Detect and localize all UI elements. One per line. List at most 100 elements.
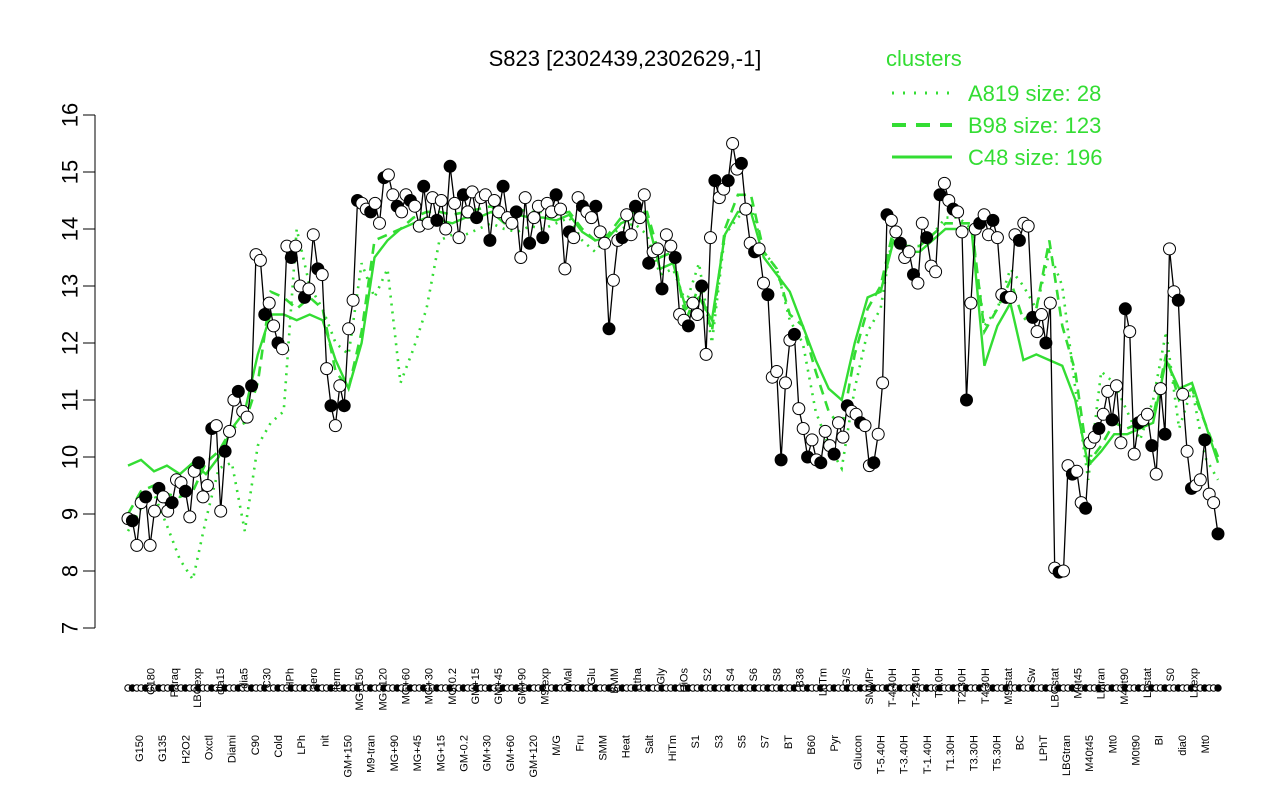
x-tick-label: Salt — [644, 735, 656, 754]
data-point — [889, 225, 903, 239]
data-point — [986, 213, 1000, 227]
x-tick-label: MG+30 — [424, 668, 436, 704]
data-point — [165, 496, 179, 510]
x-tick-label: GM+90 — [516, 668, 528, 704]
x-tick-label: S1 — [690, 735, 702, 748]
data-point — [1127, 447, 1141, 461]
x-tick-label: T4.30H — [980, 668, 992, 704]
x-tick-label: Mal — [563, 668, 575, 686]
data-point — [792, 402, 806, 416]
x-tick-label: Mt0 — [1107, 735, 1119, 753]
data-point — [1118, 302, 1132, 316]
data-point — [699, 347, 713, 361]
data-point — [289, 239, 303, 253]
x-tick-label: HiTm — [667, 735, 679, 761]
data-point — [306, 228, 320, 242]
x-tick-label: G180 — [146, 668, 158, 695]
data-point — [867, 456, 881, 470]
data-point — [381, 168, 395, 182]
data-point — [408, 199, 422, 213]
data-point — [567, 231, 581, 245]
data-point — [1198, 433, 1212, 447]
x-rug-mark — [1214, 684, 1222, 692]
data-point — [990, 231, 1004, 245]
data-point — [346, 293, 360, 307]
data-point — [430, 213, 444, 227]
data-point — [637, 188, 651, 202]
y-tick-label: 15 — [58, 160, 83, 184]
x-tick-label: LBGstat — [1049, 668, 1061, 708]
data-point — [192, 456, 206, 470]
data-point — [1070, 464, 1084, 478]
x-tick-label: T-3.40H — [899, 735, 911, 774]
data-point — [178, 484, 192, 498]
x-tick-label: MG+90 — [389, 735, 401, 771]
data-point — [1154, 382, 1168, 396]
legend-entry-b98: B98 size: 123 — [968, 113, 1101, 138]
data-point — [960, 393, 973, 407]
data-point — [1158, 427, 1172, 441]
data-point — [487, 194, 501, 207]
x-tick-label: T2.30H — [957, 668, 969, 704]
data-point — [276, 342, 289, 356]
data-point — [1140, 407, 1154, 421]
y-tick-label: 14 — [58, 217, 83, 241]
data-point — [752, 242, 766, 256]
data-point — [386, 188, 400, 202]
data-point — [245, 379, 259, 393]
x-tick-label: LPhT — [1038, 735, 1050, 762]
data-point — [1176, 387, 1190, 401]
data-point — [320, 362, 334, 376]
y-tick-label: 9 — [58, 508, 83, 520]
data-point — [911, 276, 925, 290]
data-point — [708, 174, 722, 188]
data-point — [439, 222, 453, 236]
data-point — [536, 231, 550, 245]
x-tick-label: nit — [319, 735, 331, 747]
data-point — [836, 430, 850, 444]
data-point — [470, 211, 484, 225]
data-point — [589, 199, 603, 213]
data-point — [258, 308, 272, 321]
data-point — [929, 265, 943, 279]
x-tick-label: Mt0 — [1200, 735, 1212, 753]
x-tick-label: T0.0H — [934, 668, 946, 698]
x-tick-label: HiOs — [679, 668, 691, 693]
x-tick-label: LoTm — [818, 668, 830, 696]
x-tick-label: GM-0.2 — [458, 735, 470, 772]
data-point — [602, 322, 616, 336]
data-point — [704, 231, 717, 245]
legend: clusters A819 size: 28 B98 size: 123 C48… — [886, 46, 1103, 170]
x-tick-label: T1.30H — [945, 735, 957, 771]
x-tick-label: MG+150 — [354, 668, 366, 711]
x-tick-label: B60 — [806, 735, 818, 755]
data-point — [584, 211, 598, 225]
legend-entry-a819: A819 size: 28 — [968, 81, 1101, 106]
x-tick-label: BT — [783, 735, 795, 749]
data-point — [505, 216, 519, 230]
x-tick-label: MG+60 — [401, 668, 413, 704]
x-tick-label: G/S — [841, 668, 853, 687]
data-point — [1057, 564, 1070, 578]
x-tick-label: C90 — [250, 735, 262, 755]
data-point — [757, 276, 770, 290]
y-tick-label: 11 — [58, 389, 83, 412]
data-point — [893, 236, 907, 250]
data-point — [651, 242, 665, 256]
y-tick-label: 7 — [58, 622, 83, 634]
data-point — [739, 202, 753, 216]
data-point — [417, 179, 431, 193]
x-tick-label: M9-tran — [366, 735, 378, 773]
x-tick-label: Paraq — [169, 668, 181, 697]
legend-entry-c48: C48 size: 196 — [968, 145, 1103, 170]
data-point — [452, 231, 466, 245]
x-tick-label: LBGtran — [1061, 735, 1073, 776]
data-point — [448, 196, 462, 210]
x-tick-label: SMM — [598, 735, 610, 761]
data-point — [1039, 336, 1053, 350]
data-point — [787, 327, 801, 341]
data-point — [1004, 290, 1018, 304]
data-point — [814, 456, 828, 470]
y-tick-label: 13 — [58, 274, 83, 298]
data-point — [395, 205, 409, 219]
